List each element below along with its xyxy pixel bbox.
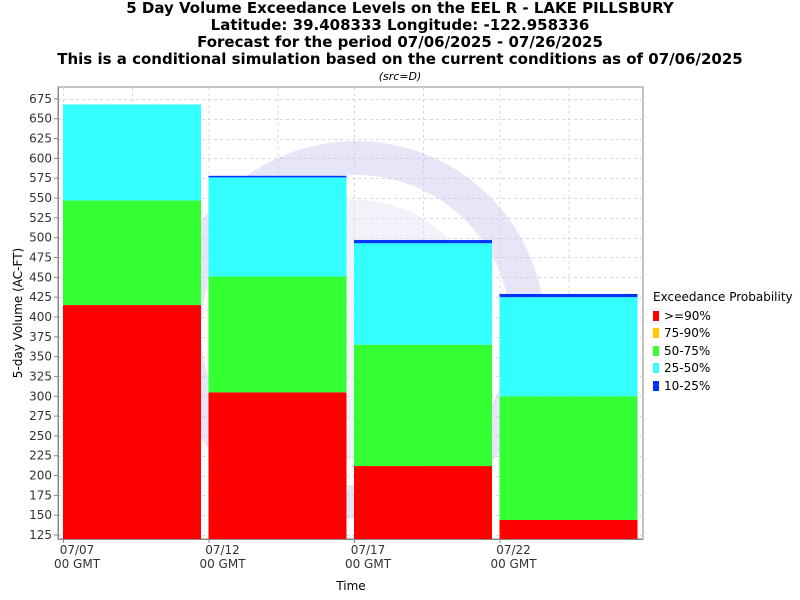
legend-item-25-50: 25-50%	[653, 360, 793, 378]
y-tick-label: 200	[29, 469, 52, 483]
y-tick-label: 600	[29, 151, 52, 165]
legend-swatch	[653, 363, 659, 374]
y-tick-label: 425	[29, 290, 52, 304]
y-tick-label: 325	[29, 369, 52, 383]
legend-swatch	[653, 380, 659, 391]
x-tick-label-time: 00 GMT	[490, 557, 537, 571]
bar-07-22-series-0	[499, 519, 638, 539]
bar-07-07-series-2	[63, 200, 201, 306]
x-tick-label-time: 00 GMT	[199, 557, 246, 571]
bar-07-07-series-0	[63, 305, 201, 539]
y-tick-label: 300	[29, 389, 52, 403]
bar-07-12-series-4	[208, 175, 347, 178]
y-tick-label: 225	[29, 449, 52, 463]
legend-label: 50-75%	[664, 343, 711, 358]
x-tick-label-time: 00 GMT	[345, 557, 392, 571]
legend-label: 75-90%	[664, 326, 711, 341]
legend-swatch	[653, 345, 659, 356]
bar-07-17-series-3	[354, 243, 492, 345]
chart-subtitle-location: Latitude: 39.408333 Longitude: -122.9583…	[210, 16, 590, 34]
legend-swatch	[653, 310, 659, 321]
x-axis-label: Time	[335, 579, 365, 593]
bar-07-12-series-3	[208, 177, 347, 277]
x-tick-label-time: 00 GMT	[54, 557, 101, 571]
y-tick-label: 475	[29, 250, 52, 264]
y-tick-label: 525	[29, 211, 52, 225]
y-tick-label: 625	[29, 132, 52, 146]
y-tick-label: 250	[29, 429, 52, 443]
bar-07-17-series-4	[354, 240, 492, 244]
y-tick-label: 400	[29, 310, 52, 324]
y-tick-label: 550	[29, 191, 52, 205]
chart-source: (src=D)	[378, 70, 422, 83]
y-tick-label: 450	[29, 270, 52, 284]
bar-07-12-series-0	[208, 392, 347, 539]
legend-title: Exceedance Probability	[653, 290, 793, 304]
y-axis-label: 5-day Volume (AC-FT)	[11, 248, 25, 378]
bar-07-07-series-3	[63, 104, 201, 201]
x-tick-label-date: 07/22	[496, 543, 531, 557]
legend-item-ge90: >=90%	[653, 307, 793, 325]
x-tick-label-date: 07/17	[351, 543, 386, 557]
bar-07-22-series-3	[499, 297, 638, 397]
bar-07-17-series-2	[354, 344, 492, 467]
legend-item-10-25: 10-25%	[653, 377, 793, 395]
x-tick-label-date: 07/12	[205, 543, 240, 557]
legend-label: 10-25%	[664, 378, 711, 393]
bar-07-17-series-0	[354, 466, 492, 539]
legend-swatch	[653, 328, 659, 339]
y-tick-label: 575	[29, 171, 52, 185]
legend-label: 25-50%	[664, 361, 711, 376]
y-tick-label: 375	[29, 330, 52, 344]
legend-item-50-75: 50-75%	[653, 342, 793, 360]
y-tick-label: 150	[29, 508, 52, 522]
legend-item-75-90: 75-90%	[653, 325, 793, 343]
legend: Exceedance Probability >=90% 75-90% 50-7…	[653, 289, 793, 395]
y-tick-label: 175	[29, 488, 52, 502]
bar-07-22-series-4	[499, 293, 638, 298]
bar-07-22-series-2	[499, 396, 638, 520]
chart-subtitle-conditions: This is a conditional simulation based o…	[57, 50, 743, 68]
chart-subtitle-period: Forecast for the period 07/06/2025 - 07/…	[197, 33, 603, 51]
chart-title: 5 Day Volume Exceedance Levels on the EE…	[126, 0, 674, 17]
y-tick-label: 500	[29, 231, 52, 245]
y-tick-label: 350	[29, 350, 52, 364]
x-tick-label-date: 07/07	[60, 543, 95, 557]
legend-label: >=90%	[664, 308, 711, 323]
y-tick-label: 275	[29, 409, 52, 423]
y-tick-label: 125	[29, 528, 52, 542]
y-tick-label: 675	[29, 92, 52, 106]
y-tick-label: 650	[29, 112, 52, 126]
bar-07-12-series-2	[208, 276, 347, 393]
chart-titles: 5 Day Volume Exceedance Levels on the EE…	[0, 0, 800, 84]
